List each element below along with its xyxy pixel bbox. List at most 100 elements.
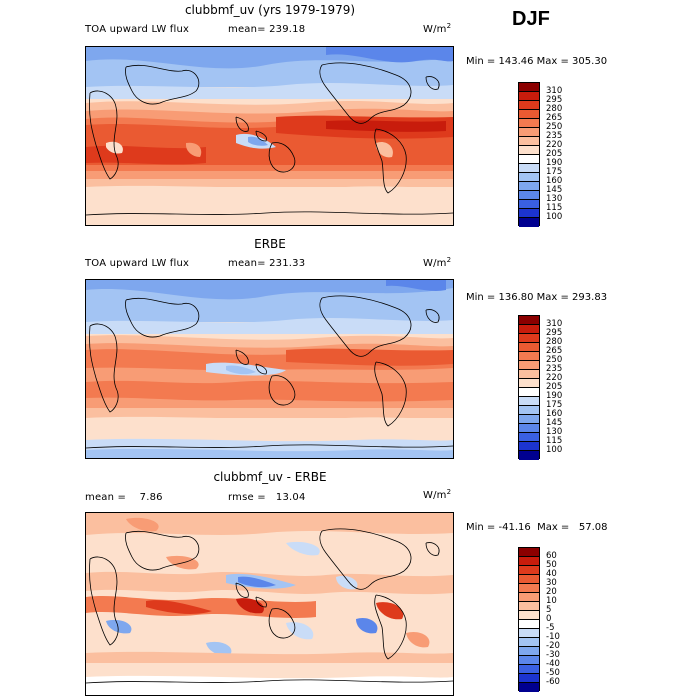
panel2-title: ERBE (254, 237, 286, 251)
panel2-units: W/m2 (423, 256, 452, 269)
panel1-left-label: TOA upward LW flux (85, 24, 190, 35)
panel1-colorbar-label: 115 (546, 203, 563, 213)
panel1-colorbar-cell (519, 173, 539, 182)
panel3-title: clubbmf_uv - ERBE (213, 470, 327, 484)
panel2-colorbar-cell (519, 442, 539, 451)
panel3-colorbar-cell (519, 584, 539, 593)
panel3-colorbar-label: 0 (546, 614, 552, 624)
panel2-colorbar-cell (519, 325, 539, 334)
panel2-colorbar-label: 190 (546, 391, 563, 401)
panel3-colorbar-label: -30 (546, 650, 560, 660)
panel3-colorbar-label: 30 (546, 578, 557, 588)
panel1-colorbar-label: 235 (546, 131, 563, 141)
panel1-colorbar-cell (519, 110, 539, 119)
panel3-colorbar-cell (519, 593, 539, 602)
panel2-colorbar-cell (519, 451, 539, 460)
panel2-colorbar-cell (519, 388, 539, 397)
panel1-colorbar-label: 205 (546, 149, 563, 159)
panel3-field (86, 513, 453, 695)
panel1-minmax: Min = 143.46 Max = 305.30 (466, 56, 608, 67)
panel3-colorbar-cell (519, 548, 539, 557)
panel1-colorbar-cell (519, 182, 539, 191)
season-label: DJF (512, 8, 550, 30)
panel1-map (85, 46, 454, 226)
panel3-colorbar-label: -40 (546, 659, 560, 669)
panel2-colorbar-label: 175 (546, 400, 563, 410)
panel1-colorbar-label: 145 (546, 185, 563, 195)
panel2-colorbar-label: 280 (546, 337, 563, 347)
panel3-colorbar-label: 10 (546, 596, 557, 606)
panel1-colorbar-cell (519, 218, 539, 227)
panel1-field (86, 47, 453, 225)
panel1-colorbar-cell (519, 200, 539, 209)
panel3-colorbar-cell (519, 566, 539, 575)
panel2-colorbar-label: 250 (546, 355, 563, 365)
panel3-colorbar-label: -50 (546, 668, 560, 678)
panel2-colorbar-cell (519, 370, 539, 379)
panel3-rmse: rmse = 13.04 (228, 492, 306, 503)
panel2-colorbar-cell (519, 406, 539, 415)
panel3-map (85, 512, 454, 696)
panel3-mean: mean = 7.86 (85, 492, 163, 503)
panel2-colorbar-label: 145 (546, 418, 563, 428)
panel2-colorbar-cell (519, 397, 539, 406)
panel2-colorbar-cell (519, 334, 539, 343)
panel1-colorbar-label: 310 (546, 86, 563, 96)
panel3-colorbar-label: -60 (546, 677, 560, 687)
panel2-colorbar-cell (519, 361, 539, 370)
panel2-left-label: TOA upward LW flux (85, 258, 190, 269)
panel1-colorbar-label: 265 (546, 113, 563, 123)
panel1-mean: mean= 239.18 (228, 24, 306, 35)
panel1-colorbar-label: 160 (546, 176, 563, 186)
panel1-colorbar-cell (519, 209, 539, 218)
panel3-colorbar-cell (519, 683, 539, 692)
panel1-colorbar-cell (519, 92, 539, 101)
panel1-colorbar-cell (519, 83, 539, 92)
panel1-colorbar-cell (519, 137, 539, 146)
panel1-colorbar-label: 250 (546, 122, 563, 132)
panel2-colorbar-label: 205 (546, 382, 563, 392)
panel3-colorbar-cell (519, 656, 539, 665)
panel1-colorbar-cell (519, 128, 539, 137)
panel2-colorbar-label: 100 (546, 445, 563, 455)
panel3-colorbar-cell (519, 602, 539, 611)
panel1-colorbar-cell (519, 155, 539, 164)
panel3-units: W/m2 (423, 488, 452, 501)
panel1-colorbar (518, 82, 540, 227)
panel1-colorbar-cell (519, 191, 539, 200)
panel2-colorbar-label: 310 (546, 319, 563, 329)
panel1-colorbar-cell (519, 101, 539, 110)
panel3-colorbar-cell (519, 620, 539, 629)
panel2-colorbar-cell (519, 424, 539, 433)
panel3-colorbar-label: -20 (546, 641, 560, 651)
panel1-units: W/m2 (423, 22, 452, 35)
panel2-colorbar-label: 115 (546, 436, 563, 446)
panel3-colorbar-label: -5 (546, 623, 555, 633)
panel3-minmax: Min = -41.16 Max = 57.08 (466, 522, 608, 533)
panel2-mean: mean= 231.33 (228, 258, 306, 269)
panel1-colorbar-label: 130 (546, 194, 563, 204)
panel3-colorbar-cell (519, 575, 539, 584)
panel3-colorbar-label: 40 (546, 569, 557, 579)
panel2-map (85, 279, 454, 459)
panel3-colorbar-cell (519, 674, 539, 683)
panel2-colorbar (518, 315, 540, 460)
panel1-colorbar-cell (519, 146, 539, 155)
panel3-colorbar-cell (519, 611, 539, 620)
panel2-colorbar-cell (519, 379, 539, 388)
panel3-colorbar-cell (519, 629, 539, 638)
panel3-colorbar-cell (519, 647, 539, 656)
panel3-colorbar-cell (519, 638, 539, 647)
panel1-colorbar-label: 280 (546, 104, 563, 114)
panel2-colorbar-label: 130 (546, 427, 563, 437)
panel2-colorbar-cell (519, 343, 539, 352)
panel1-colorbar-cell (519, 164, 539, 173)
panel1-colorbar-label: 100 (546, 212, 563, 222)
panel3-colorbar-label: -10 (546, 632, 560, 642)
panel1-title: clubbmf_uv (yrs 1979-1979) (184, 3, 356, 17)
panel1-colorbar-cell (519, 119, 539, 128)
panel2-minmax: Min = 136.80 Max = 293.83 (466, 292, 608, 303)
panel1-colorbar-label: 190 (546, 158, 563, 168)
panel3-colorbar-label: 5 (546, 605, 552, 615)
panel2-colorbar-cell (519, 433, 539, 442)
